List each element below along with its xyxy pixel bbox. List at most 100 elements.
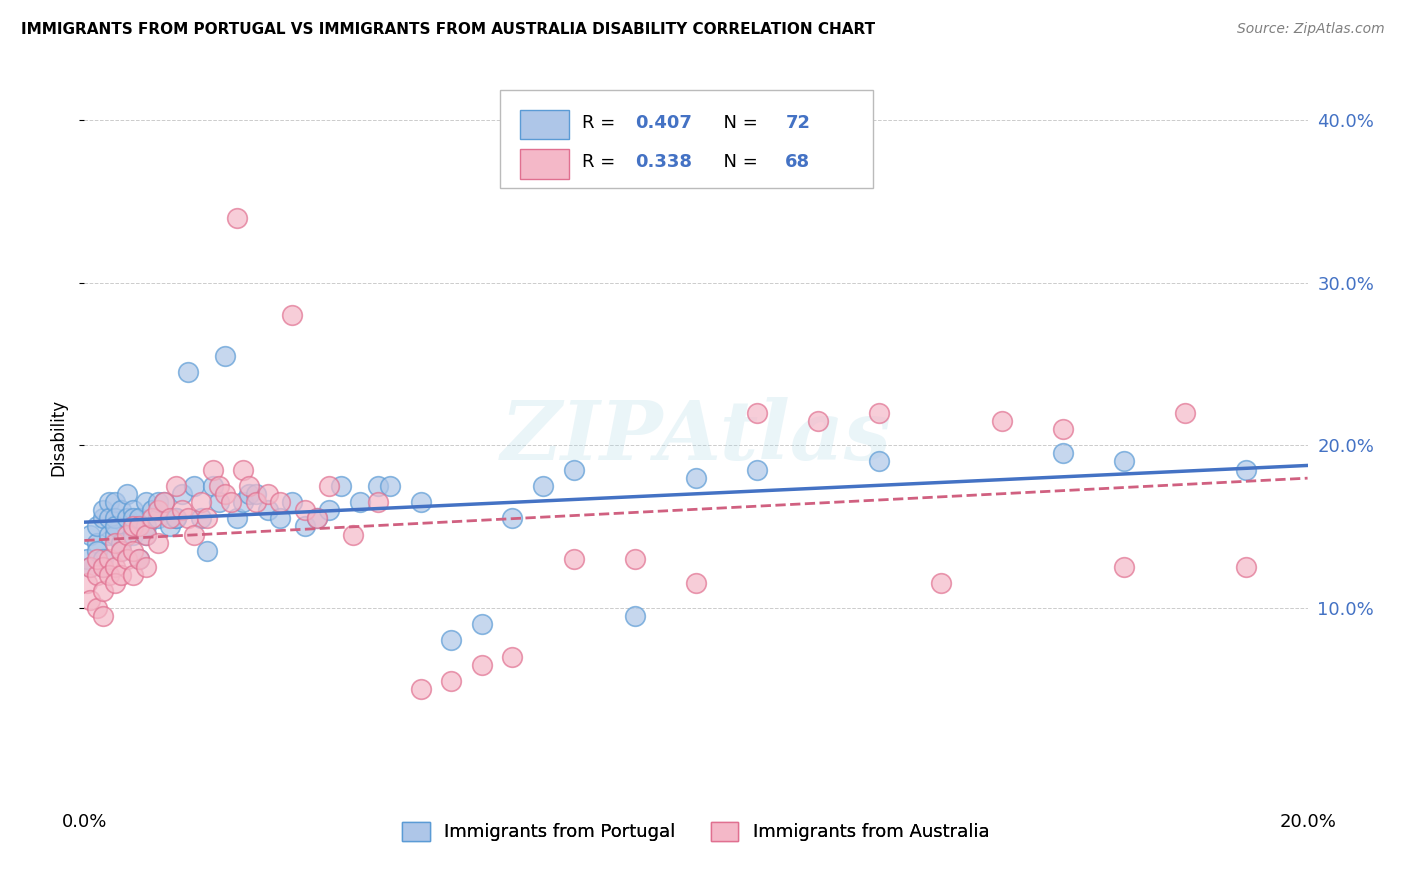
Point [624,608,647,623]
Point [269,495,291,509]
Point [226,511,249,525]
Point [104,576,127,591]
Point [79,560,101,574]
Point [177,365,200,379]
Point [281,308,304,322]
Point [685,576,707,591]
Point [195,544,218,558]
Point [502,511,524,525]
Point [177,511,200,525]
Point [146,535,169,549]
Point [471,657,494,672]
Point [79,560,101,574]
Point [122,503,145,517]
Point [190,511,212,525]
Point [367,479,389,493]
Point [208,495,231,509]
FancyBboxPatch shape [520,150,569,178]
Point [807,414,830,428]
Point [269,511,291,525]
Point [115,527,138,541]
Point [146,503,169,517]
Point [471,617,494,632]
Point [135,519,157,533]
Point [330,479,353,493]
Point [159,511,181,525]
Point [183,527,205,541]
Point [86,552,108,566]
Point [226,211,249,225]
Point [128,511,150,525]
Point [91,608,114,623]
Point [367,495,389,509]
FancyBboxPatch shape [520,110,569,139]
Point [562,552,585,566]
Point [135,560,157,574]
Point [929,576,952,591]
Point [122,568,145,582]
Point [104,495,127,509]
Text: 68: 68 [786,153,810,171]
Point [86,544,108,558]
Point [141,503,163,517]
Point [135,527,157,541]
Point [305,511,328,525]
Point [91,511,114,525]
Point [190,495,212,509]
Point [91,503,114,517]
Point [1114,560,1136,574]
Point [1236,462,1258,476]
Point [91,584,114,599]
Point [97,511,120,525]
Point [747,462,769,476]
Text: ZIPAtlas: ZIPAtlas [501,397,891,477]
Point [502,649,524,664]
Point [232,462,254,476]
Point [183,479,205,493]
Point [318,503,340,517]
Point [86,535,108,549]
Point [76,576,98,591]
Point [409,681,432,696]
Point [146,511,169,525]
Point [110,535,132,549]
Point [86,519,108,533]
Point [245,495,267,509]
Point [991,414,1014,428]
Point [135,495,157,509]
Point [685,471,707,485]
Point [104,560,127,574]
Point [201,479,224,493]
Point [153,495,176,509]
Point [165,511,187,525]
Point [86,568,108,582]
Point [294,519,316,533]
Point [869,406,891,420]
Text: IMMIGRANTS FROM PORTUGAL VS IMMIGRANTS FROM AUSTRALIA DISABILITY CORRELATION CHA: IMMIGRANTS FROM PORTUGAL VS IMMIGRANTS F… [21,22,875,37]
Point [104,511,127,525]
Point [128,552,150,566]
Point [122,519,145,533]
Point [281,495,304,509]
FancyBboxPatch shape [501,90,873,188]
Point [1114,454,1136,468]
Text: R =: R = [582,153,621,171]
Point [97,552,120,566]
Point [79,592,101,607]
Point [172,487,194,501]
Text: Source: ZipAtlas.com: Source: ZipAtlas.com [1237,22,1385,37]
Point [122,527,145,541]
Point [122,544,145,558]
Point [257,487,280,501]
Point [110,544,132,558]
Point [91,560,114,574]
Point [172,503,194,517]
Point [104,535,127,549]
Point [115,552,138,566]
Point [562,462,585,476]
Point [153,495,176,509]
Text: N =: N = [711,153,763,171]
Point [122,511,145,525]
Point [531,479,554,493]
Point [76,552,98,566]
